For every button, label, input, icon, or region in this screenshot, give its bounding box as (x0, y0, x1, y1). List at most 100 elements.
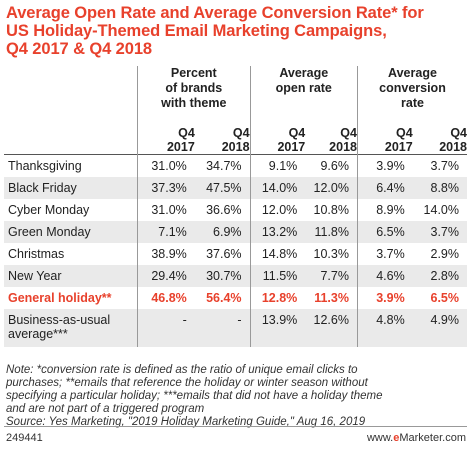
group-header-line: Average (279, 66, 329, 80)
table-cell: 2.9% (430, 247, 460, 261)
chart-note: Note: *conversion rate is defined as the… (6, 364, 466, 429)
subheader-q: Q4 (232, 126, 250, 140)
subheader-conversion-2018: Q4 2018 (413, 122, 467, 155)
subheader-brands-2018: Q4 2018 (195, 122, 250, 155)
subheader-q: Q4 (450, 126, 467, 140)
group-header-brands: Percent of brands with theme (137, 66, 251, 122)
row-label: Business-as-usual average*** (4, 309, 138, 347)
table-cell: 3.9% (356, 287, 413, 309)
table-cell: - (194, 309, 251, 347)
table-cell: 31.0% (137, 154, 195, 177)
table-cell: 4.9% (412, 309, 467, 347)
table-cell: 2.8% (412, 265, 467, 287)
table-cell: 8.8% (412, 177, 467, 199)
table-cell: 10.3% (313, 247, 349, 261)
brand-name: Marketer.com (399, 432, 466, 444)
brand-link[interactable]: www.eMarketer.com (367, 432, 466, 444)
subheader-year: 2018 (221, 140, 250, 154)
table-row: Green Monday 7.1% 6.9% 13.2% 11.8% 6.5% … (4, 221, 467, 243)
table-cell: 31.0% (137, 199, 195, 221)
table-cell: 7.7% (305, 265, 358, 287)
table-cell: 6.4% (356, 177, 413, 199)
table-cell: 8.9% (356, 199, 413, 221)
row-label: Thanksgiving (8, 159, 82, 173)
table-cell: 29.4% (137, 265, 195, 287)
subheader-q: Q4 (340, 126, 357, 140)
title-line-3: Q4 2017 & Q4 2018 (6, 40, 152, 58)
source-line: Source: Yes Marketing, "2019 Holiday Mar… (6, 416, 366, 428)
note-line: and are not part of a triggered program (6, 403, 205, 415)
table-cell: 12.8% (249, 287, 306, 309)
group-header-line: rate (401, 96, 424, 110)
table-cell: 11.8% (305, 221, 358, 243)
table-cell: 56.4% (206, 291, 242, 305)
subheader-year: 2018 (439, 140, 467, 154)
table-cell: 14.0% (249, 177, 306, 199)
brand-e-logo: e (393, 432, 400, 444)
table-row-bau: Business-as-usual average*** - - 13.9% 1… (4, 309, 467, 347)
group-header-line: Percent (170, 66, 217, 80)
footer-divider (4, 426, 467, 427)
note-line: Note: *conversion rate is defined as the… (6, 364, 358, 376)
table-cell: 14.0% (423, 203, 459, 217)
table-cell: 9.1% (249, 154, 306, 177)
table-cell: 12.6% (305, 309, 358, 347)
table-cell: 3.9% (356, 154, 413, 177)
brand-prefix: www. (366, 432, 394, 444)
table-cell: 47.5% (194, 177, 251, 199)
table-cell: 13.2% (249, 221, 306, 243)
table-row-highlight: General holiday** 46.8% 56.4% 12.8% 11.3… (4, 287, 467, 309)
table-cell: 12.0% (249, 199, 306, 221)
note-line: purchases; **emails that reference the h… (6, 377, 368, 389)
table-cell: 11.5% (249, 265, 306, 287)
table-cell: 3.7% (430, 159, 460, 173)
subheader-q: Q4 (396, 126, 413, 140)
data-table: Percent of brands with theme Average ope… (4, 66, 467, 347)
group-header-conversion-rate: Average conversion rate (356, 66, 467, 122)
subheader-blank (4, 122, 138, 155)
table-row: Black Friday 37.3% 47.5% 14.0% 12.0% 6.4… (4, 177, 467, 199)
table-row: Thanksgiving 31.0% 34.7% 9.1% 9.6% 3.9% … (4, 154, 467, 177)
table-cell: 11.3% (314, 291, 349, 305)
table-cell: 12.0% (305, 177, 358, 199)
table-cell: 14.8% (249, 243, 306, 265)
row-label: Green Monday (4, 221, 138, 243)
subheader-year: 2017 (277, 140, 306, 154)
table-cell: 36.6% (206, 203, 242, 217)
chart-id: 249441 (6, 432, 43, 444)
subheader-q: Q4 (178, 126, 195, 140)
table-row: Cyber Monday 31.0% 36.6% 12.0% 10.8% 8.9… (4, 199, 467, 221)
row-label: New Year (4, 265, 138, 287)
title-line-2: US Holiday-Themed Email Marketing Campai… (6, 22, 387, 40)
row-label: Cyber Monday (8, 203, 90, 217)
subheader-open-2017: Q4 2017 (249, 122, 306, 155)
subheader-q: Q4 (288, 126, 306, 140)
group-header-line: open rate (275, 81, 332, 95)
subheader-year: 2018 (329, 140, 357, 154)
group-header-open-rate: Average open rate (249, 66, 358, 122)
table-cell: 34.7% (206, 159, 242, 173)
table-cell: 6.5% (356, 221, 413, 243)
group-header-line: Average (388, 66, 437, 80)
subheader-open-2018: Q4 2018 (305, 122, 357, 155)
table-cell: 37.6% (206, 247, 242, 261)
row-label: General holiday** (8, 291, 112, 305)
table-cell: 4.8% (356, 309, 413, 347)
group-header-line: conversion (379, 81, 446, 95)
subheader-year: 2017 (384, 140, 413, 154)
table-cell: 37.3% (137, 177, 195, 199)
subheader-year: 2017 (166, 140, 195, 154)
table-cell: 30.7% (194, 265, 251, 287)
table-cell: 9.6% (320, 159, 349, 173)
table-cell: 6.9% (194, 221, 251, 243)
table-cell: 4.6% (356, 265, 413, 287)
header-blank (4, 66, 138, 122)
table-cell: 38.9% (137, 243, 195, 265)
table-cell: 3.7% (412, 221, 467, 243)
row-label-line: Business-as-usual (8, 313, 111, 327)
title-line-1: Average Open Rate and Average Conversion… (6, 4, 424, 22)
table-cell: 10.8% (313, 203, 349, 217)
table-cell: 13.9% (249, 309, 306, 347)
table-cell: 46.8% (137, 287, 195, 309)
